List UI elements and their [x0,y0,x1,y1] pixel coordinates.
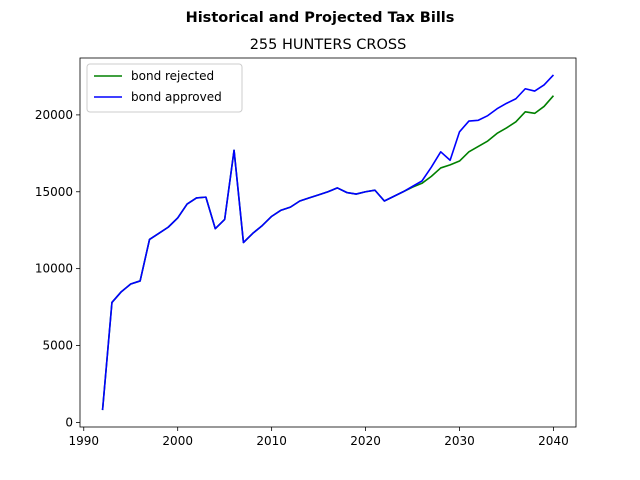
legend-label-bond-approved: bond approved [131,90,222,104]
y-tick-label: 5000 [42,339,73,353]
x-tick-label: 2020 [350,434,381,448]
legend: bond rejected bond approved [86,63,243,113]
y-tick-label: 15000 [35,185,73,199]
series-line-bond-approved [101,74,555,411]
x-tick-label: 1990 [68,434,99,448]
axes-layer: 1990 2000 2010 2020 2030 2040 0 5000 10000 15000 2… [35,57,577,448]
y-tick-label: 10000 [35,262,73,276]
chart-title: Historical and Projected Tax Bills [186,10,455,26]
series-line-bond-rejected [101,95,555,411]
series-layer [101,74,555,411]
x-tick-label: 2040 [538,434,569,448]
y-tick-label: 0 [65,415,73,429]
legend-label-bond-rejected: bond rejected [131,69,214,83]
legend-frame [86,63,243,113]
x-tick-label: 2010 [256,434,287,448]
x-tick-label: 2000 [162,434,193,448]
x-tick-label: 2030 [444,434,475,448]
y-tick-label: 20000 [35,108,73,122]
chart-subtitle: 255 HUNTERS CROSS [250,37,407,53]
axes-frame [79,57,577,428]
